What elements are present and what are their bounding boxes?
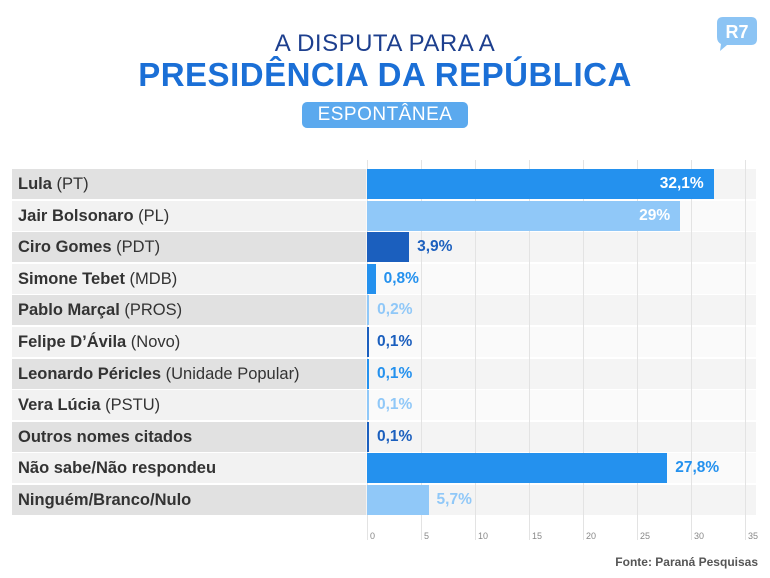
x-tick-label: 35 (748, 531, 759, 541)
value-label: 27,8% (675, 459, 720, 477)
bar (367, 421, 369, 452)
category-name: Ciro Gomes (18, 238, 112, 257)
grid-line (583, 160, 584, 540)
title-line-1: A DISPUTA PARA A (274, 30, 496, 57)
plot-row-background (366, 390, 756, 421)
bar (367, 358, 369, 389)
value-label: 29% (639, 206, 671, 224)
value-label: 0,8% (383, 269, 419, 287)
bar (367, 453, 668, 484)
value-label: 0,1% (377, 364, 413, 382)
bar (367, 169, 714, 199)
value-label: 3,9% (417, 238, 453, 256)
x-tick-label: 0 (370, 531, 376, 541)
category-party: (PDT) (111, 238, 161, 257)
r7-logo-icon: R7 (717, 17, 757, 51)
category-label: Leonardo Péricles (Unidade Popular) (12, 358, 366, 389)
category-label: Simone Tebet (MDB) (12, 263, 366, 294)
x-tick-label: 10 (478, 531, 489, 541)
category-label: Vera Lúcia (PSTU) (12, 390, 366, 421)
category-name: Simone Tebet (18, 269, 125, 288)
x-tick-label: 30 (694, 531, 705, 541)
bar (367, 327, 369, 357)
subtitle-badge: ESPONTÂNEA (302, 102, 468, 128)
value-label: 5,7% (436, 491, 472, 508)
r7-logo: R7 (717, 17, 757, 51)
category-name: Jair Bolsonaro (18, 206, 134, 225)
category-party: (PSTU) (100, 396, 161, 415)
bar (367, 485, 429, 515)
plot-row-background (366, 421, 756, 452)
grid-line (475, 160, 476, 540)
category-name: Leonardo Péricles (18, 364, 162, 383)
title-line-2: PRESIDÊNCIA DA REPÚBLICA (138, 56, 632, 93)
x-tick-label: 15 (532, 531, 543, 541)
source-note: Fonte: Paraná Pesquisas (615, 555, 758, 569)
category-name: Felipe D’Ávila (18, 333, 127, 351)
grid-line (637, 160, 638, 540)
x-tick-label: 5 (424, 531, 430, 541)
category-party: (PROS) (119, 301, 183, 320)
grid-line (691, 160, 692, 540)
category-name: Vera Lúcia (18, 396, 101, 415)
value-label: 0,1% (377, 333, 413, 350)
category-party: (Unidade Popular) (161, 364, 300, 383)
logo-text: R7 (725, 22, 748, 42)
category-party: (PL) (133, 206, 170, 225)
plot-row-background (366, 263, 756, 294)
grid-line (529, 160, 530, 540)
category-party: (MDB) (124, 269, 178, 288)
value-label: 0,1% (377, 396, 413, 414)
grid-line (745, 160, 746, 540)
category-label: Não sabe/Não respondeu (12, 453, 366, 484)
category-label: Felipe D’Ávila (Novo) (12, 327, 366, 357)
category-name: Não sabe/Não respondeu (18, 459, 217, 478)
category-party: (PT) (51, 175, 89, 193)
value-label: 0,2% (377, 301, 413, 319)
category-party: (Novo) (126, 333, 181, 351)
category-label: Pablo Marçal (PROS) (12, 295, 366, 326)
value-label: 0,1% (377, 427, 413, 445)
x-tick-label: 20 (586, 531, 597, 541)
category-name: Ninguém/Branco/Nulo (18, 491, 192, 509)
category-name: Outros nomes citados (18, 427, 193, 446)
plot-row-background (366, 327, 756, 357)
category-label: Outros nomes citados (12, 421, 366, 452)
plot-row-background (366, 295, 756, 326)
category-label: Jair Bolsonaro (PL) (12, 200, 366, 231)
grid-line (421, 160, 422, 540)
category-name: Lula (18, 175, 52, 193)
bar (367, 263, 376, 294)
category-label: Lula (PT) (12, 169, 366, 199)
category-name: Pablo Marçal (18, 301, 120, 320)
bar (367, 390, 369, 421)
x-tick-label: 25 (640, 531, 651, 541)
bar (367, 295, 370, 326)
bar (367, 200, 681, 231)
value-label: 32,1% (659, 175, 704, 192)
category-label: Ninguém/Branco/Nulo (12, 485, 366, 515)
bar (367, 232, 410, 263)
category-label: Ciro Gomes (PDT) (12, 232, 366, 263)
plot-row-background (366, 358, 756, 389)
